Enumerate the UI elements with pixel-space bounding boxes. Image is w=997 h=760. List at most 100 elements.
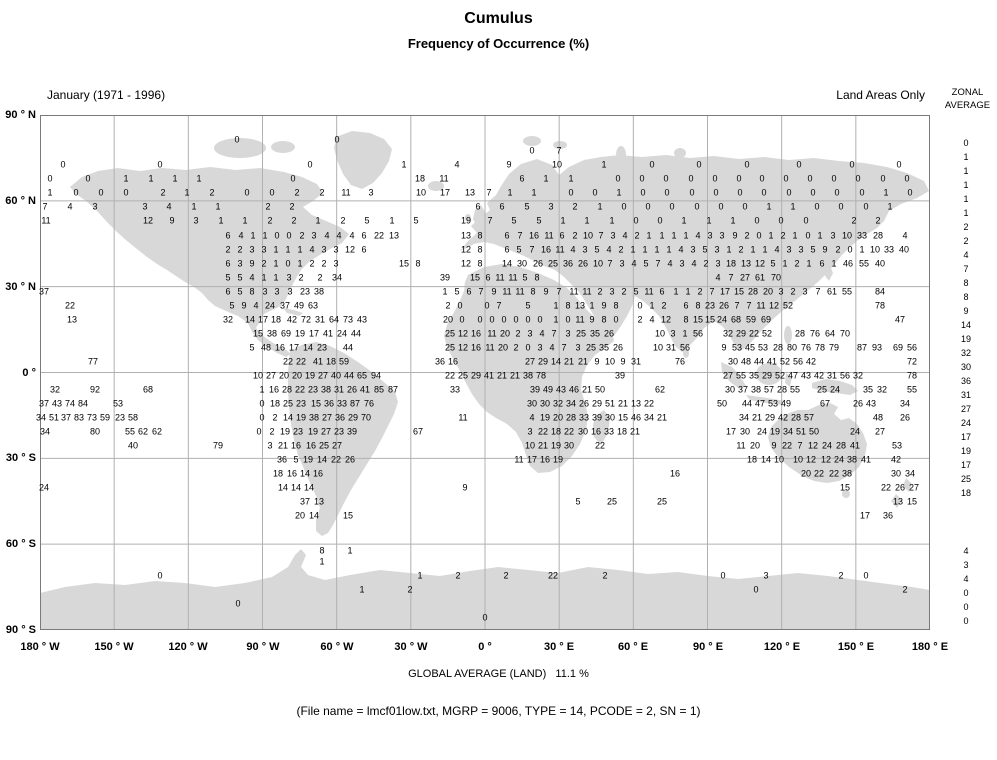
data-cell: 0	[529, 145, 535, 156]
data-cell: 16	[290, 440, 302, 451]
zonal-average-value: 19	[960, 334, 972, 344]
data-cell: 1	[601, 159, 607, 170]
data-cell: 0	[664, 187, 670, 198]
data-cell: 26	[344, 454, 356, 465]
data-cell: 39	[439, 272, 451, 283]
data-cell: 5	[364, 215, 370, 226]
data-cell: 3	[527, 328, 533, 339]
data-cell: 41	[766, 356, 778, 367]
data-cell: 41	[359, 384, 371, 395]
data-cell: 21	[277, 440, 289, 451]
data-cell: 14	[760, 454, 772, 465]
data-cell: 2	[503, 570, 509, 581]
data-cell: 21	[751, 412, 763, 423]
data-cell: 2	[294, 187, 300, 198]
data-cell: 4	[309, 244, 315, 255]
data-cell: 37	[38, 286, 50, 297]
data-cell: 52	[779, 356, 791, 367]
data-cell: 9	[732, 230, 738, 241]
data-cell: 8	[683, 314, 689, 325]
data-cell: 6	[225, 258, 231, 269]
data-cell: 10	[582, 230, 594, 241]
data-cell: 1	[191, 201, 197, 212]
data-cell: 16	[286, 468, 298, 479]
data-cell: 17	[725, 426, 737, 437]
data-cell: 6	[559, 230, 565, 241]
zonal-average-value: 0	[963, 138, 969, 148]
data-cell: 0	[457, 300, 463, 311]
data-cell: 0	[482, 612, 488, 623]
data-cell: 1	[148, 173, 154, 184]
data-cell: 30	[724, 384, 736, 395]
data-cell: 0	[525, 342, 531, 353]
data-cell: 11	[569, 286, 579, 297]
data-cell: 17	[288, 342, 300, 353]
data-cell: 9	[620, 356, 626, 367]
data-cell: 62	[151, 426, 163, 437]
data-cell: 59	[338, 356, 350, 367]
data-cell: 33	[578, 412, 590, 423]
data-cell: 41	[483, 370, 495, 381]
data-cell: 69	[280, 328, 292, 339]
data-cell: 16	[539, 454, 551, 465]
data-cell: 4	[715, 272, 721, 283]
data-cell: 11	[544, 230, 554, 241]
data-cell: 1	[47, 187, 53, 198]
data-cell: 23	[114, 412, 126, 423]
data-cell: 8	[477, 244, 483, 255]
data-cell: 5	[770, 258, 776, 269]
data-cell: 13	[66, 314, 78, 325]
data-cell: 22	[282, 356, 294, 367]
data-cell: 18	[616, 426, 628, 437]
data-cell: 1	[730, 215, 736, 226]
data-cell: 70	[360, 412, 372, 423]
data-cell: 17	[257, 314, 269, 325]
data-cell: 3	[715, 258, 721, 269]
data-cell: 19	[539, 412, 551, 423]
data-cell: 39	[591, 412, 603, 423]
data-cell: 6	[225, 286, 231, 297]
data-cell: 19	[302, 454, 314, 465]
data-cell: 22	[373, 230, 385, 241]
data-cell: 43	[865, 398, 877, 409]
data-cell: 0	[639, 173, 645, 184]
data-cell: 31	[630, 356, 642, 367]
data-cell: 22	[64, 300, 76, 311]
data-cell: 8	[613, 300, 619, 311]
data-cell: 15	[469, 272, 481, 283]
data-cell: 27	[908, 482, 920, 493]
data-cell: 1	[806, 258, 812, 269]
data-cell: 11	[341, 187, 351, 198]
zonal-average-value: 1	[963, 152, 969, 162]
data-cell: 2	[703, 258, 709, 269]
data-cell: 49	[780, 398, 792, 409]
data-cell: 25	[585, 342, 597, 353]
data-cell: 22	[828, 468, 840, 479]
data-cell: 22	[330, 454, 342, 465]
data-cell: 0	[855, 173, 861, 184]
data-cell: 19	[307, 426, 319, 437]
australia	[768, 403, 867, 483]
data-cell: 34	[904, 468, 916, 479]
x-axis-label: 90 ° W	[246, 641, 280, 653]
x-axis-label: 30 ° E	[543, 641, 575, 653]
data-cell: 93	[871, 342, 883, 353]
data-cell: 4	[249, 272, 255, 283]
data-cell: 0	[633, 215, 639, 226]
svalbard	[523, 136, 541, 146]
data-cell: 80	[89, 426, 101, 437]
data-cell: 0	[689, 187, 695, 198]
data-cell: 5	[293, 454, 299, 465]
data-cell: 0	[274, 230, 280, 241]
data-cell: 28	[872, 230, 884, 241]
data-cell: 0	[849, 159, 855, 170]
data-cell: 37	[60, 412, 72, 423]
data-cell: 1	[630, 244, 636, 255]
data-cell: 0	[285, 258, 291, 269]
data-cell: 24	[716, 314, 728, 325]
data-cell: 22	[594, 440, 606, 451]
data-cell: 0	[592, 187, 598, 198]
data-cell: 36	[276, 454, 288, 465]
data-cell: 26	[532, 258, 544, 269]
zonal-average-value: 0	[963, 602, 969, 612]
